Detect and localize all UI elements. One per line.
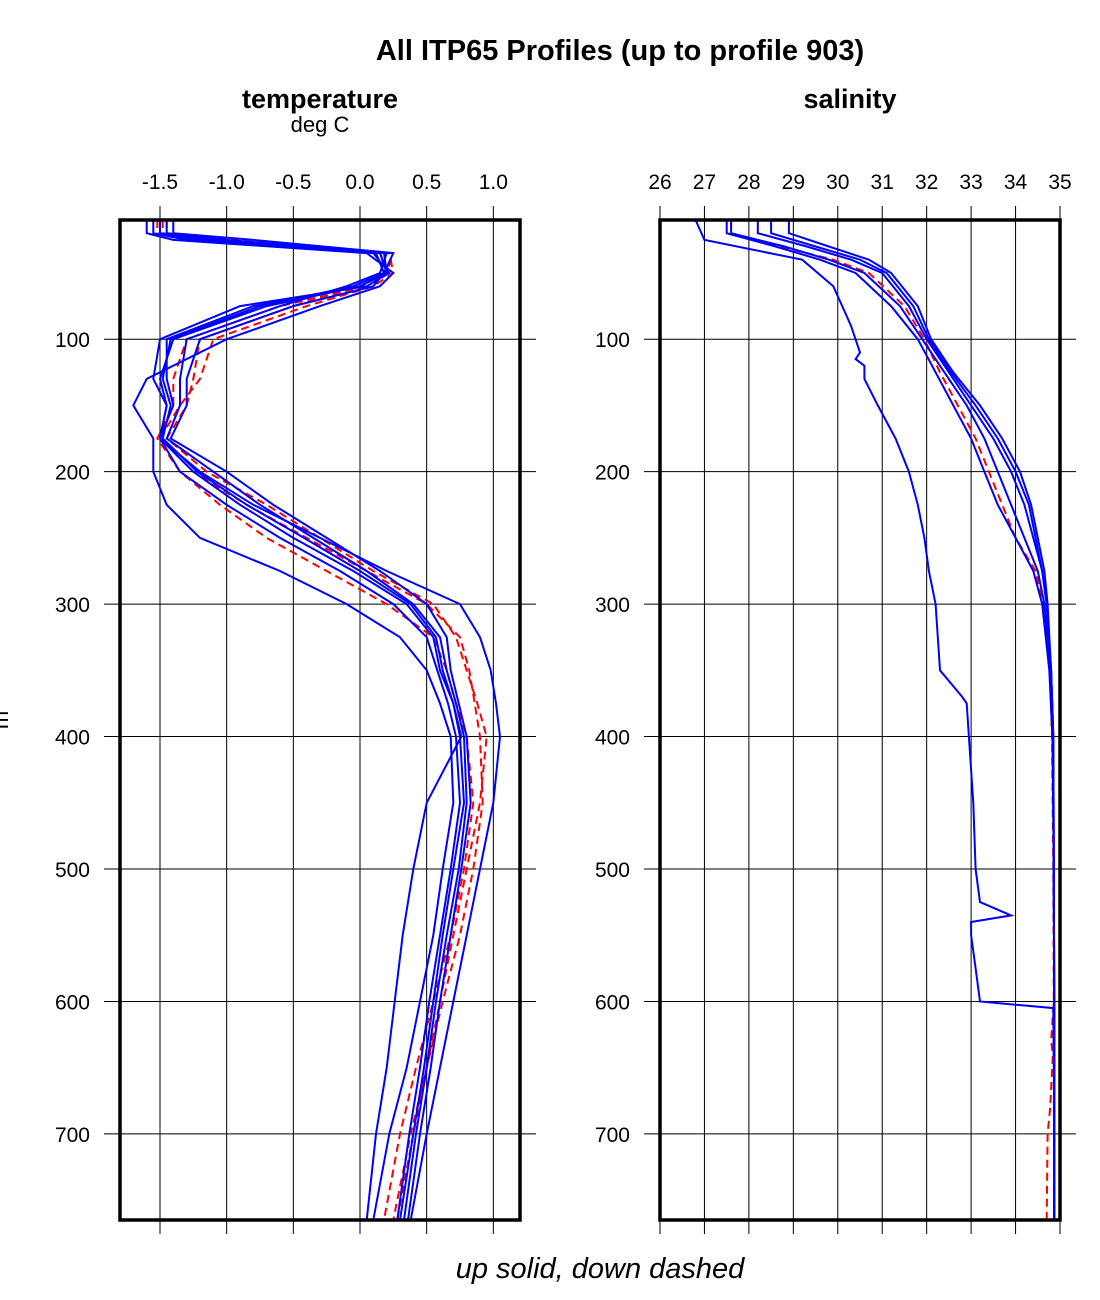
x-tick-label: 34: [1004, 171, 1028, 194]
x-tick-label: 30: [826, 171, 849, 194]
plot-frame: [118, 218, 522, 1222]
y-tick-label: 200: [55, 462, 90, 485]
x-tick-label: 0.0: [345, 171, 374, 194]
up-profile-line: [165, 220, 468, 1220]
plot-frame: [658, 218, 1062, 1222]
up-profile-line: [132, 220, 455, 1220]
up-profile-line: [158, 220, 466, 1220]
y-tick-label: 500: [55, 859, 90, 882]
x-tick-label: 0.5: [412, 171, 441, 194]
up-profile-line: [725, 220, 1056, 1220]
x-tick-label: 26: [648, 171, 671, 194]
up-profile-line: [694, 220, 1056, 1220]
x-tick-label: 28: [737, 171, 760, 194]
y-tick-label: 100: [595, 329, 630, 352]
x-tick-label: 32: [915, 171, 938, 194]
y-tick-label: 600: [595, 991, 630, 1014]
up-profile-line: [730, 220, 1056, 1220]
x-tick-label: -1.5: [142, 171, 178, 194]
up-profile-line: [158, 220, 502, 1220]
x-tick-label: 33: [959, 171, 982, 194]
y-tick-label: 700: [55, 1124, 90, 1147]
y-tick-label: 200: [595, 462, 630, 485]
salinity-panel-title: salinity: [803, 84, 896, 114]
salinity-panel: 26 27 28 29 30 31 32 33 34 35 100 200 300 400 500 600 70…: [595, 171, 1076, 1234]
up-profile-line: [770, 220, 1056, 1220]
temperature-unit-label: deg C: [291, 112, 350, 137]
figure-title: All ITP65 Profiles (up to profile 903): [376, 35, 864, 67]
x-tick-label: 31: [871, 171, 894, 194]
down-profile-line: [730, 220, 1055, 1220]
y-tick-label: 500: [595, 859, 630, 882]
up-profile-line: [159, 220, 463, 1220]
y-tick-label: 600: [55, 991, 90, 1014]
temperature-panel: -1.5 -1.0 -0.5 0.0 0.5 1.0 100 200 300 400 500 600 7…: [55, 171, 536, 1234]
x-tick-label: 35: [1048, 171, 1071, 194]
footer-caption: up solid, down dashed: [456, 1253, 745, 1285]
y-tick-label: 300: [595, 594, 630, 617]
y-tick-label: 400: [55, 727, 90, 750]
down-profile-line: [158, 220, 484, 1220]
x-tick-label: 29: [782, 171, 805, 194]
up-profile-line: [152, 220, 462, 1220]
up-profile-line: [169, 220, 472, 1220]
x-tick-label: -0.5: [275, 171, 311, 194]
x-tick-label: -1.0: [209, 171, 245, 194]
y-tick-label: 300: [55, 594, 90, 617]
x-tick-label: 27: [693, 171, 716, 194]
y-tick-label: 700: [595, 1124, 630, 1147]
x-tick-label: 1.0: [479, 171, 508, 194]
y-axis-label: m: [0, 711, 13, 729]
temperature-panel-title: temperature: [242, 84, 398, 114]
y-tick-label: 100: [55, 329, 90, 352]
up-profile-line: [787, 220, 1056, 1220]
y-tick-label: 400: [595, 727, 630, 750]
up-profile-line: [756, 220, 1056, 1220]
